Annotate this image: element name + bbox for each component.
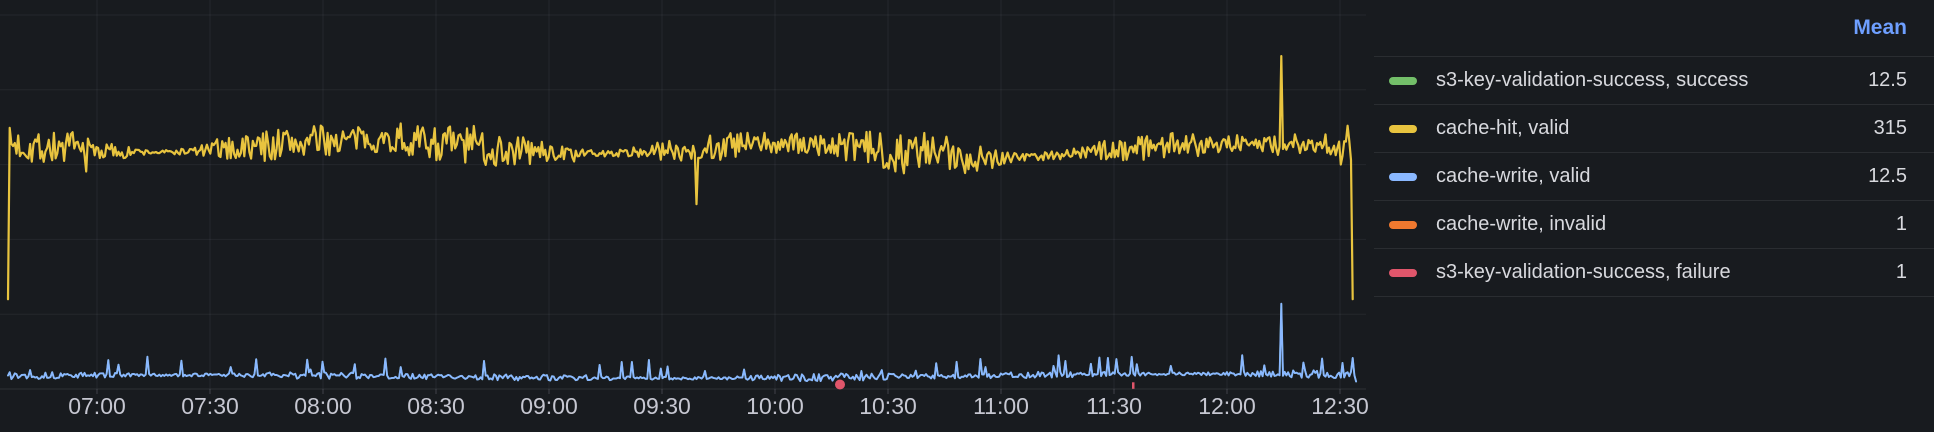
series-line-1 — [6, 54, 1354, 301]
legend-row[interactable]: cache-write, invalid 1 — [1374, 201, 1934, 249]
series-line-2 — [7, 302, 1358, 383]
series-color-swatch — [1389, 76, 1417, 85]
failure-data-point — [835, 379, 845, 390]
series-mean-value: 12.5 — [1868, 69, 1907, 91]
legend-mean-column-header[interactable]: Mean — [1853, 16, 1907, 39]
legend-row[interactable]: cache-write, valid 12.5 — [1374, 153, 1934, 201]
series-color-swatch — [1389, 268, 1417, 277]
legend-row[interactable]: cache-hit, valid 315 — [1374, 105, 1934, 153]
series-label[interactable]: s3-key-validation-success, success — [1436, 69, 1749, 91]
gridlines — [0, 0, 1366, 394]
time-series-plot[interactable]: 07:00 07:30 08:00 08:30 09:00 09:30 10:0… — [0, 0, 1374, 432]
series-color-swatch — [1389, 172, 1417, 181]
series-points-4 — [835, 379, 1135, 390]
series-mean-value: 315 — [1873, 117, 1907, 139]
chart-canvas — [0, 0, 1366, 394]
series-label[interactable]: s3-key-validation-success, failure — [1436, 261, 1731, 283]
series-color-swatch — [1389, 124, 1417, 133]
legend-rows: s3-key-validation-success, success 12.5 … — [1374, 57, 1934, 297]
failure-data-tick — [1132, 382, 1135, 389]
series-label[interactable]: cache-write, invalid — [1436, 213, 1607, 235]
series-mean-value: 1 — [1895, 213, 1907, 235]
series-color-swatch — [1389, 220, 1417, 229]
series-mean-value: 1 — [1895, 261, 1907, 283]
legend-row[interactable]: s3-key-validation-success, failure 1 — [1374, 249, 1934, 297]
series-mean-value: 12.5 — [1868, 165, 1907, 187]
legend-header-row: Mean — [1374, 0, 1934, 57]
legend: Mean s3-key-validation-success, success … — [1374, 0, 1934, 432]
series-label[interactable]: cache-hit, valid — [1436, 117, 1570, 139]
legend-row[interactable]: s3-key-validation-success, success 12.5 — [1374, 57, 1934, 105]
series-label[interactable]: cache-write, valid — [1436, 165, 1591, 187]
